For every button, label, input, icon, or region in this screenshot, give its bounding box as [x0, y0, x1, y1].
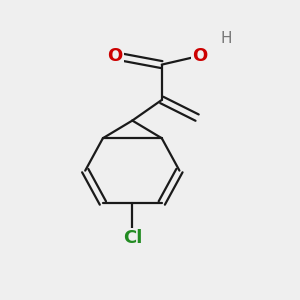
Text: O: O — [107, 47, 122, 65]
Text: H: H — [221, 31, 232, 46]
Text: Cl: Cl — [123, 229, 142, 247]
Text: O: O — [192, 47, 208, 65]
